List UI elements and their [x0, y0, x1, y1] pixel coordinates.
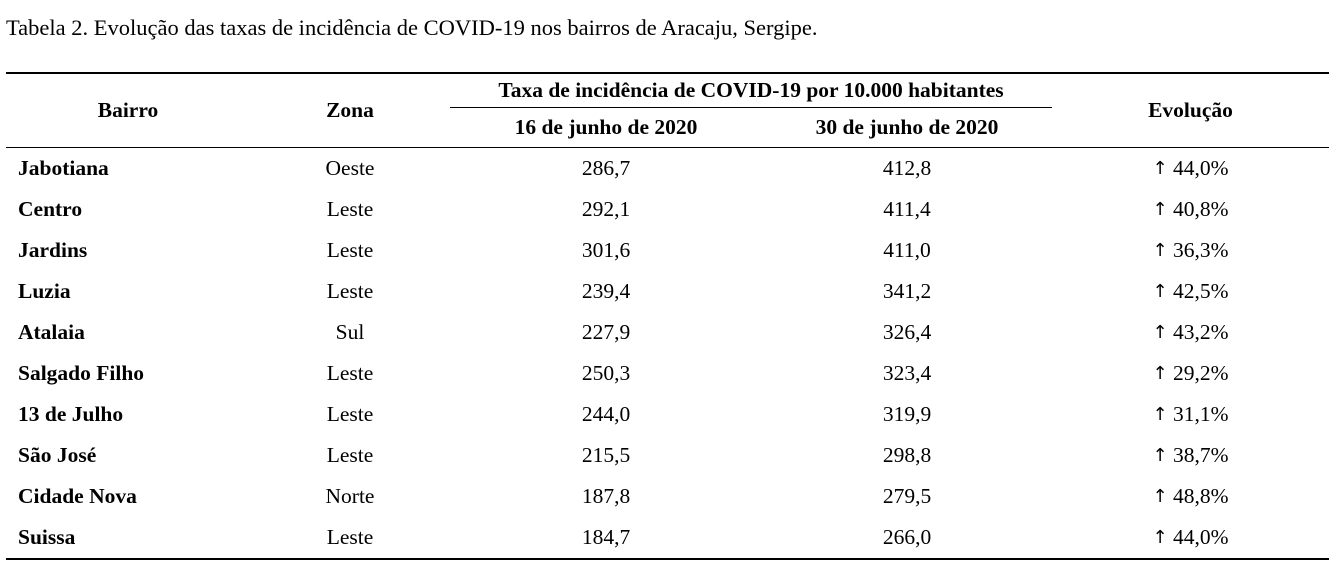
cell-rate-16-jun: 244,0: [581, 402, 631, 426]
cell-zona: Leste: [250, 517, 450, 560]
header-zona: Zona: [250, 72, 450, 148]
cell-rate-30-jun: 323,4: [882, 361, 932, 385]
cell-bairro: Luzia: [18, 279, 71, 303]
table-body: Jabotiana Oeste 286,7 412,8 ↑ 44,0% Cent…: [6, 148, 1329, 560]
table-row: Jabotiana Oeste 286,7 412,8 ↑ 44,0%: [6, 148, 1329, 190]
table-caption: Tabela 2. Evolução das taxas de incidênc…: [6, 15, 818, 40]
cell-zona: Leste: [326, 238, 374, 262]
cell-bairro: Atalaia: [18, 320, 85, 344]
cell-evolucao: ↑ 38,7%: [1052, 435, 1329, 476]
cell-zona: Sul: [335, 320, 365, 344]
arrow-up-icon: ↑: [1152, 240, 1168, 261]
cell-zona: Oeste: [325, 156, 375, 180]
incidence-table: Bairro Zona Taxa de incidência de COVID-…: [6, 72, 1329, 560]
evolucao-value: 38,7%: [1172, 443, 1229, 467]
evolucao-value: 43,2%: [1172, 320, 1229, 344]
cell-evolucao: ↑ 29,2%: [1052, 353, 1329, 394]
cell-rate-16-jun: 187,8: [581, 484, 631, 508]
cell-rate-16-jun: 239,4: [581, 279, 631, 303]
cell-rate-16-jun: 301,6: [581, 238, 631, 262]
cell-rate-30-jun: 326,4: [882, 320, 932, 344]
table-row: Suissa Leste 184,7 266,0 ↑ 44,0%: [6, 517, 1329, 560]
cell-zona: Leste: [326, 443, 374, 467]
cell-bairro: Salgado Filho: [18, 361, 145, 385]
arrow-up-icon: ↑: [1152, 281, 1168, 302]
table-row: Cidade Nova Norte 187,8 279,5 ↑ 48,8%: [6, 476, 1329, 517]
arrow-up-icon: ↑: [1152, 158, 1168, 179]
table-row: Atalaia Sul 227,9 326,4 ↑ 43,2%: [6, 312, 1329, 353]
arrow-up-icon: ↑: [1152, 363, 1168, 384]
cell-rate-16-jun: 215,5: [581, 443, 631, 467]
evolucao-value: 44,0%: [1172, 156, 1229, 180]
cell-evolucao: ↑ 36,3%: [1052, 230, 1329, 271]
header-evolucao: Evolução: [1052, 72, 1329, 148]
table-row: Luzia Leste 239,4 341,2 ↑ 42,5%: [6, 271, 1329, 312]
cell-bairro: Suissa: [6, 517, 250, 560]
cell-evolucao: ↑ 48,8%: [1052, 476, 1329, 517]
evolucao-value: 36,3%: [1172, 238, 1229, 262]
arrow-up-icon: ↑: [1152, 445, 1168, 466]
evolucao-value: 42,5%: [1172, 279, 1229, 303]
cell-bairro: Cidade Nova: [18, 484, 137, 508]
evolucao-value: 40,8%: [1172, 197, 1229, 221]
header-date2: 30 de junho de 2020: [815, 114, 999, 139]
cell-rate-16-jun: 250,3: [581, 361, 631, 385]
evolucao-value: 29,2%: [1172, 361, 1229, 385]
table-row: 13 de Julho Leste 244,0 319,9 ↑ 31,1%: [6, 394, 1329, 435]
cell-rate-16-jun: 184,7: [450, 517, 762, 560]
arrow-up-icon: ↑: [1152, 527, 1168, 548]
header-group: Taxa de incidência de COVID-19 por 10.00…: [450, 72, 1052, 108]
cell-zona: Leste: [326, 279, 374, 303]
table-header: Bairro Zona Taxa de incidência de COVID-…: [6, 72, 1329, 148]
table-row: Salgado Filho Leste 250,3 323,4 ↑ 29,2%: [6, 353, 1329, 394]
cell-rate-30-jun: 412,8: [882, 156, 932, 180]
cell-evolucao: ↑ 42,5%: [1052, 271, 1329, 312]
cell-rate-30-jun: 279,5: [882, 484, 932, 508]
arrow-up-icon: ↑: [1152, 322, 1168, 343]
cell-zona: Leste: [326, 197, 374, 221]
table-row: São José Leste 215,5 298,8 ↑ 38,7%: [6, 435, 1329, 476]
cell-bairro: São José: [18, 443, 97, 467]
cell-rate-16-jun: 292,1: [581, 197, 631, 221]
cell-bairro: Jardins: [18, 238, 88, 262]
cell-rate-30-jun: 319,9: [882, 402, 932, 426]
header-group-label: Taxa de incidência de COVID-19 por 10.00…: [498, 78, 1004, 102]
cell-zona: Norte: [325, 484, 375, 508]
evolucao-value: 48,8%: [1172, 484, 1229, 508]
header-bairro: Bairro: [6, 72, 250, 148]
header-group-rule: [450, 107, 1052, 108]
cell-evolucao: ↑ 31,1%: [1052, 394, 1329, 435]
cell-rate-16-jun: 286,7: [581, 156, 631, 180]
cell-bairro: Jabotiana: [18, 156, 109, 180]
cell-rate-30-jun: 411,4: [883, 197, 931, 221]
arrow-up-icon: ↑: [1152, 199, 1168, 220]
cell-rate-16-jun: 227,9: [581, 320, 631, 344]
cell-bairro: Centro: [18, 197, 83, 221]
cell-evolucao: ↑ 44,0%: [1052, 148, 1329, 190]
cell-evolucao: ↑ 43,2%: [1052, 312, 1329, 353]
cell-evolucao: ↑ 40,8%: [1052, 189, 1329, 230]
cell-zona: Leste: [326, 402, 374, 426]
cell-evolucao: ↑ 44,0%: [1052, 517, 1329, 560]
arrow-up-icon: ↑: [1152, 486, 1168, 507]
cell-rate-30-jun: 411,0: [883, 238, 931, 262]
cell-rate-30-jun: 341,2: [882, 279, 932, 303]
cell-rate-30-jun: 298,8: [882, 443, 932, 467]
evolucao-value: 31,1%: [1172, 402, 1229, 426]
table-row: Centro Leste 292,1 411,4 ↑ 40,8%: [6, 189, 1329, 230]
cell-rate-30-jun: 266,0: [762, 517, 1052, 560]
cell-zona: Leste: [326, 361, 374, 385]
evolucao-value: 44,0%: [1172, 525, 1229, 549]
header-date1: 16 de junho de 2020: [514, 114, 698, 139]
cell-bairro: 13 de Julho: [18, 402, 124, 426]
table-row: Jardins Leste 301,6 411,0 ↑ 36,3%: [6, 230, 1329, 271]
arrow-up-icon: ↑: [1152, 404, 1168, 425]
